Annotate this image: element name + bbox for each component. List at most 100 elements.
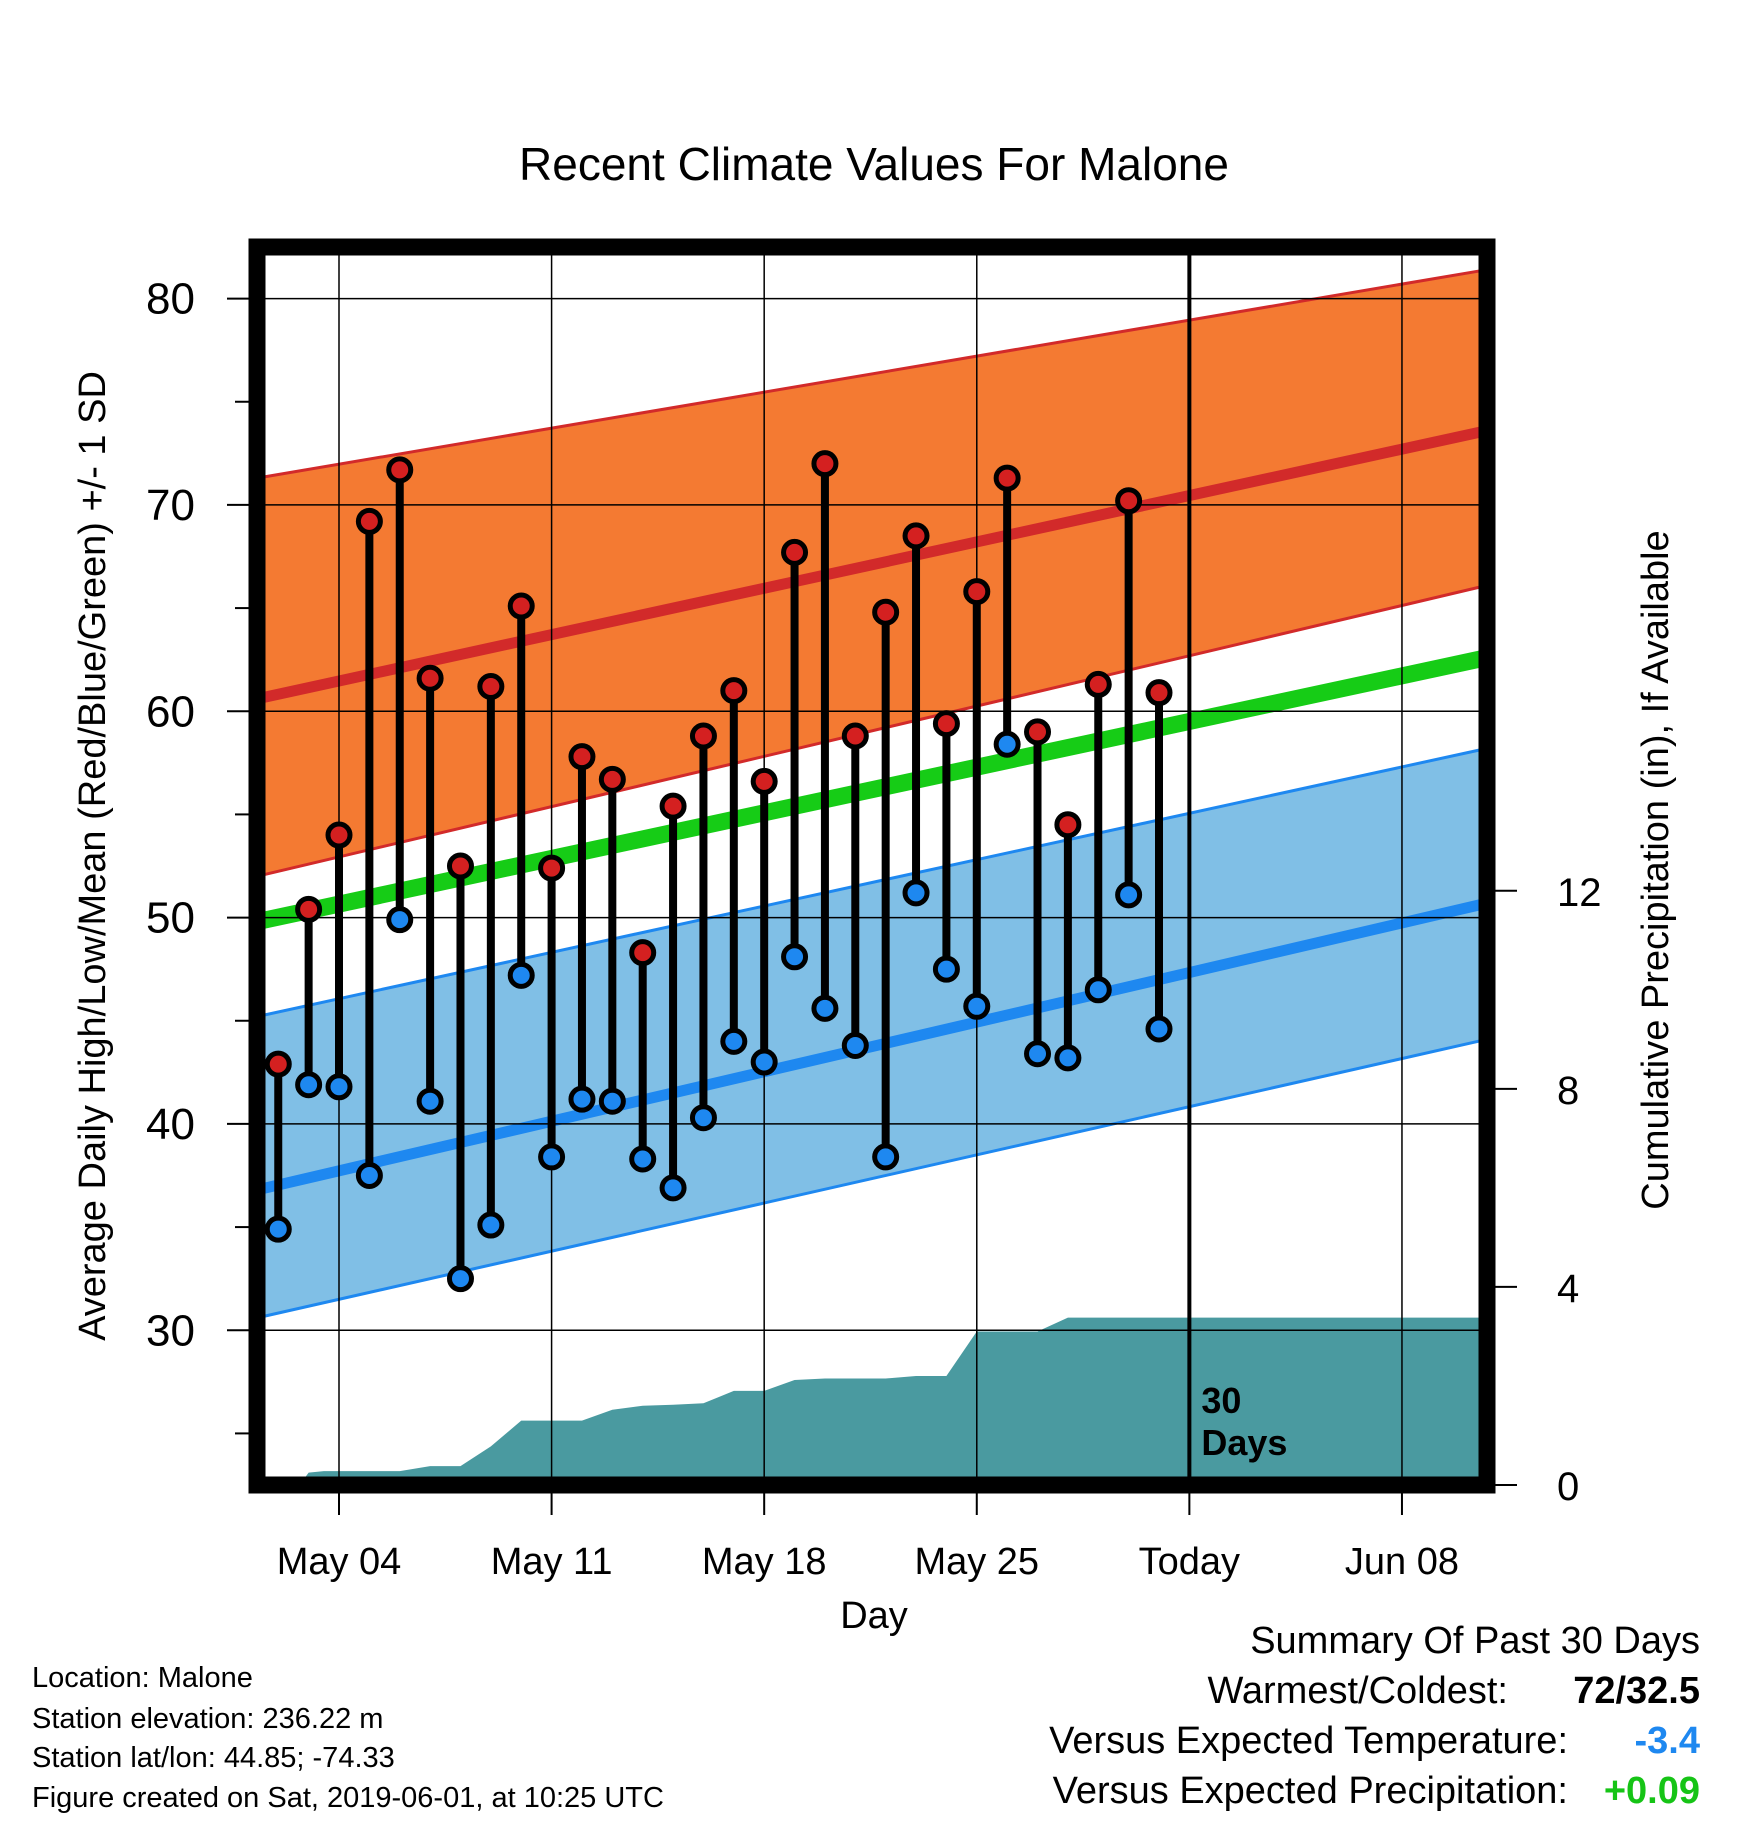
elevation-text: Station elevation: 236.22 m — [32, 1703, 384, 1735]
daily-low-point — [1024, 1040, 1052, 1068]
chart-title: Recent Climate Values For Malone — [519, 138, 1229, 190]
daily-high-point — [295, 895, 323, 923]
x-axis-label: Day — [840, 1595, 908, 1637]
daily-low-point — [781, 943, 809, 971]
today-marker-label: 30 — [1201, 1380, 1241, 1421]
daily-high-point — [629, 939, 657, 967]
daily-low-point — [264, 1215, 292, 1243]
y-tick-label: 70 — [146, 481, 195, 530]
summary-title: Summary Of Past 30 Days — [1250, 1620, 1700, 1662]
x-tick-label: Today — [1139, 1541, 1240, 1583]
warmest-label: Warmest/Coldest: — [1207, 1670, 1508, 1712]
y2-tick-label: 0 — [1557, 1465, 1579, 1509]
daily-low-point — [325, 1073, 353, 1101]
daily-high-point — [993, 464, 1021, 492]
daily-high-point — [1115, 487, 1143, 515]
daily-low-point — [1084, 976, 1112, 1004]
daily-low-point — [477, 1211, 505, 1239]
daily-high-point — [963, 578, 991, 606]
daily-high-point — [689, 722, 717, 750]
daily-low-point — [720, 1027, 748, 1055]
daily-low-point — [1145, 1015, 1173, 1043]
daily-high-point — [872, 598, 900, 626]
y2-tick-label: 4 — [1557, 1267, 1579, 1311]
daily-low-point — [446, 1265, 474, 1293]
today-marker-label: Days — [1201, 1422, 1287, 1463]
x-tick-label: May 04 — [277, 1541, 402, 1583]
normal-high-line — [255, 425, 1489, 705]
daily-high-point — [446, 852, 474, 880]
daily-low-point — [963, 992, 991, 1020]
daily-high-point — [1084, 670, 1112, 698]
daily-high-point — [841, 722, 869, 750]
location-text: Location: Malone — [32, 1662, 253, 1694]
daily-high-point — [932, 710, 960, 738]
daily-high-point — [507, 592, 535, 620]
daily-low-point — [902, 879, 930, 907]
y-tick-label: 50 — [146, 894, 195, 943]
daily-low-point — [386, 906, 414, 934]
high-sd-band-upper-edge — [256, 268, 1488, 480]
daily-high-point — [355, 507, 383, 535]
warmest-value: 72/32.5 — [1573, 1670, 1700, 1712]
y-tick-label: 40 — [146, 1100, 195, 1149]
daily-low-point — [1115, 881, 1143, 909]
daily-low-point — [295, 1071, 323, 1099]
daily-high-point — [325, 821, 353, 849]
daily-high-point — [598, 765, 626, 793]
daily-high-point — [386, 456, 414, 484]
x-tick-label: May 11 — [491, 1541, 613, 1583]
daily-low-point — [416, 1087, 444, 1115]
low-sd-band — [257, 748, 1487, 1318]
y2-axis-label: Cumulative Precipitation (in), If Availa… — [1635, 530, 1677, 1209]
daily-high-point — [477, 672, 505, 700]
daily-low-point — [355, 1162, 383, 1189]
daily-high-point — [1145, 679, 1173, 707]
precip-label: Versus Expected Precipitation: — [1052, 1770, 1568, 1812]
latlon-text: Station lat/lon: 44.85; -74.33 — [32, 1742, 395, 1774]
daily-low-point — [1054, 1044, 1082, 1072]
daily-high-point — [781, 538, 809, 566]
daily-low-point — [689, 1104, 717, 1132]
y-tick-label: 80 — [146, 275, 195, 324]
high-sd-band — [257, 269, 1487, 877]
x-tick-label: Jun 08 — [1345, 1541, 1459, 1583]
temp-label: Versus Expected Temperature: — [1049, 1720, 1568, 1762]
daily-low-point — [750, 1048, 778, 1076]
y-tick-label: 30 — [146, 1306, 195, 1355]
temp-anomaly-value: -3.4 — [1634, 1720, 1700, 1762]
daily-low-point — [538, 1143, 566, 1171]
daily-high-point — [720, 677, 748, 705]
x-tick-label: May 25 — [914, 1541, 1039, 1583]
precip-anomaly-value: +0.09 — [1603, 1770, 1700, 1812]
daily-high-point — [1024, 718, 1052, 746]
daily-low-point — [629, 1145, 657, 1173]
daily-high-point — [659, 792, 687, 820]
daily-high-point — [264, 1050, 292, 1078]
daily-low-point — [841, 1032, 869, 1060]
daily-low-point — [811, 994, 839, 1022]
daily-low-point — [568, 1085, 596, 1113]
y2-tick-label: 8 — [1557, 1069, 1579, 1113]
daily-high-point — [1054, 811, 1082, 839]
daily-high-point — [416, 664, 444, 692]
daily-low-point — [993, 730, 1021, 758]
y-tick-label: 60 — [146, 687, 195, 736]
daily-high-point — [750, 767, 778, 795]
daily-low-point — [872, 1143, 900, 1171]
daily-low-point — [598, 1087, 626, 1115]
created-text: Figure created on Sat, 2019-06-01, at 10… — [32, 1782, 664, 1814]
daily-high-point — [538, 854, 566, 882]
high-sd-band-lower-edge — [256, 583, 1488, 878]
daily-high-point — [568, 743, 596, 771]
y-axis-label: Average Daily High/Low/Mean (Red/Blue/Gr… — [72, 371, 114, 1341]
y2-tick-label: 12 — [1557, 871, 1602, 915]
daily-high-point — [902, 522, 930, 550]
x-tick-label: May 18 — [702, 1541, 827, 1583]
cumulative-precip-area — [257, 1317, 1487, 1485]
daily-high-point — [811, 450, 839, 478]
daily-low-point — [659, 1174, 687, 1202]
daily-low-point — [932, 955, 960, 983]
daily-low-point — [507, 961, 535, 989]
